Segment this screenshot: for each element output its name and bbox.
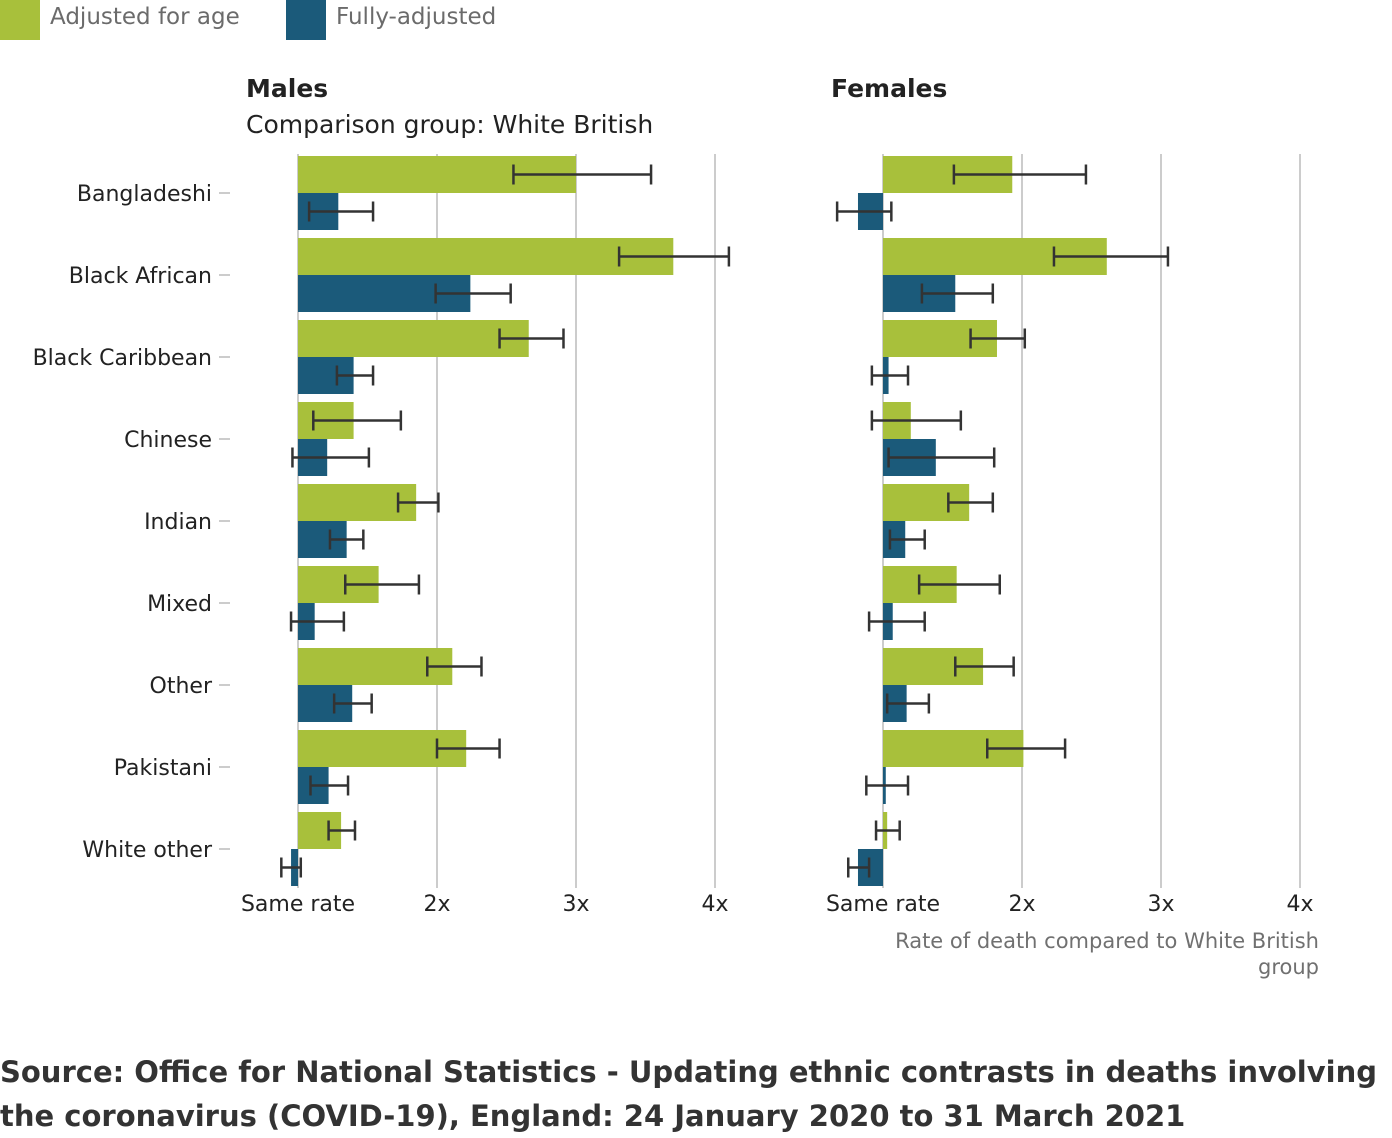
category-label-black-caribbean: Black Caribbean (33, 346, 212, 371)
females-x-tick-label: 2x (1008, 892, 1035, 917)
males-x-tick-label: 4x (701, 892, 728, 917)
females-x-tick-label: 4x (1286, 892, 1313, 917)
males-bar-black-african-adjusted-for-age (298, 238, 674, 275)
males-x-tick-label: 3x (562, 892, 589, 917)
legend-swatch-fully-adjusted (286, 0, 326, 40)
category-label-black-african: Black African (69, 264, 212, 289)
x-axis-title-line-2: group (1258, 955, 1319, 979)
chart: Same rate 2x 3x 4x Males Comparison group: Wh… (33, 74, 1319, 979)
males-bar-black-caribbean-adjusted-for-age (298, 320, 529, 357)
females-x-tick-label: Same rate (826, 892, 940, 917)
category-label-indian: Indian (144, 510, 212, 535)
legend-label-age-adjusted: Adjusted for age (50, 4, 240, 30)
males-x-tick-label: Same rate (241, 892, 355, 917)
category-label-white-other: White other (82, 838, 213, 863)
legend-item-age-adjusted[interactable]: Adjusted for age (0, 0, 240, 40)
category-label-other: Other (150, 674, 213, 699)
source-note: Source: Office for National Statistics -… (0, 1055, 1377, 1133)
category-label-chinese: Chinese (124, 428, 212, 453)
category-label-bangladeshi: Bangladeshi (77, 182, 212, 207)
category-label-pakistani: Pakistani (114, 756, 212, 781)
males-bar-indian-adjusted-for-age (298, 484, 417, 521)
legend-item-fully-adjusted[interactable]: Fully-adjusted (286, 0, 496, 40)
legend-swatch-age-adjusted (0, 0, 40, 40)
x-axis-title-line-1: Rate of death compared to White British (895, 929, 1319, 953)
females-x-tick-label: 3x (1147, 892, 1174, 917)
males-panel-subtitle: Comparison group: White British (246, 110, 653, 139)
category-label-mixed: Mixed (147, 592, 212, 617)
legend-label-fully-adjusted: Fully-adjusted (336, 4, 497, 30)
males-x-tick-label: 2x (423, 892, 450, 917)
females-panel-title: Females (831, 74, 947, 103)
males-panel-title: Males (246, 74, 328, 103)
